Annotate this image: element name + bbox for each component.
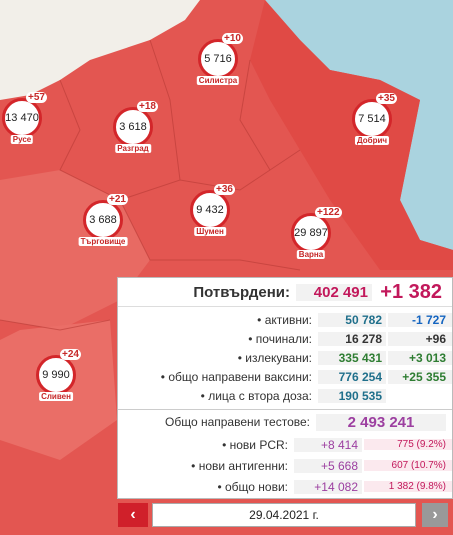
city-name: Варна (296, 250, 326, 259)
city-delta: +21 (107, 194, 128, 205)
stat-row: • починали: 16 278 +96 (118, 329, 452, 348)
test-value: +5 668 (294, 458, 362, 473)
city-name: Русе (10, 135, 34, 144)
stat-row: • лица с втора доза: 190 535 (118, 386, 452, 405)
test-row: • нови PCR: +8 414 775 (9.2%) (118, 434, 452, 455)
test-label: • общо нови: (217, 479, 288, 494)
test-share: 607 (10.7%) (364, 460, 452, 471)
tests-label: Общо направени тестове: (165, 415, 310, 429)
test-row: • нови антигенни: +5 668 607 (10.7%) (118, 455, 452, 476)
stat-delta: +25 355 (388, 369, 452, 384)
test-share: 775 (9.2%) (364, 439, 452, 450)
city-name: Сливен (39, 392, 73, 401)
city-count: 29 897 (291, 213, 331, 253)
city-count: 5 716 (198, 39, 238, 79)
city-delta: +35 (376, 93, 397, 104)
stat-row: • общо направени ваксини: 776 254 +25 355 (118, 367, 452, 386)
stat-row: • активни: 50 782 -1 727 (118, 310, 452, 329)
stat-label: • излекувани: (237, 350, 312, 365)
stat-value: 190 535 (318, 388, 386, 403)
date-field[interactable]: 29.04.2021 г. (152, 503, 416, 527)
city-delta: +18 (137, 101, 158, 112)
city-delta: +24 (60, 349, 81, 360)
stat-value: 16 278 (318, 331, 386, 346)
stat-value: 50 782 (318, 312, 386, 327)
test-label: • нови PCR: (222, 437, 288, 452)
city-delta: +57 (26, 92, 47, 103)
stats-panel: Потвърдени: 402 491 +1 382 • активни: 50 … (117, 277, 453, 499)
city-count: 9 432 (190, 190, 230, 230)
test-value: +14 082 (294, 479, 362, 494)
total-delta: +1 382 (380, 280, 442, 303)
city-name: Търговище (78, 237, 128, 246)
date-nav: ‹ 29.04.2021 г. › (118, 503, 452, 529)
test-label: • нови антигенни: (191, 458, 288, 473)
stat-delta: +96 (388, 331, 452, 346)
city-delta: +122 (315, 207, 342, 218)
city-count: 9 990 (36, 355, 76, 395)
city-count: 3 618 (113, 107, 153, 147)
city-name: Шумен (194, 227, 226, 236)
stat-delta: -1 727 (388, 312, 452, 327)
next-button[interactable]: › (422, 503, 448, 527)
city-delta: +10 (222, 33, 243, 44)
city-delta: +36 (214, 184, 235, 195)
stat-value: 335 431 (318, 350, 386, 365)
test-share: 1 382 (9.8%) (364, 481, 452, 492)
stat-label: • лица с втора доза: (200, 388, 312, 403)
city-count: 13 470 (2, 98, 42, 138)
stat-label: • активни: (257, 312, 312, 327)
panel-title: Потвърдени: (193, 283, 290, 301)
city-name: Разград (115, 144, 151, 153)
city-count: 7 514 (352, 99, 392, 139)
city-name: Добрич (354, 136, 390, 145)
city-count: 3 688 (83, 200, 123, 240)
test-row: • общо нови: +14 082 1 382 (9.8%) (118, 476, 452, 497)
stat-row: • излекувани: 335 431 +3 013 (118, 348, 452, 367)
stat-delta: +3 013 (388, 350, 452, 365)
stat-label: • общо направени ваксини: (160, 369, 312, 384)
stat-value: 776 254 (318, 369, 386, 384)
city-name: Силистра (196, 76, 240, 85)
tests-total: 2 493 241 (316, 413, 446, 431)
total-confirmed: 402 491 (296, 283, 372, 301)
stat-label: • починали: (248, 331, 312, 346)
test-value: +8 414 (294, 437, 362, 452)
prev-button[interactable]: ‹ (118, 503, 148, 527)
